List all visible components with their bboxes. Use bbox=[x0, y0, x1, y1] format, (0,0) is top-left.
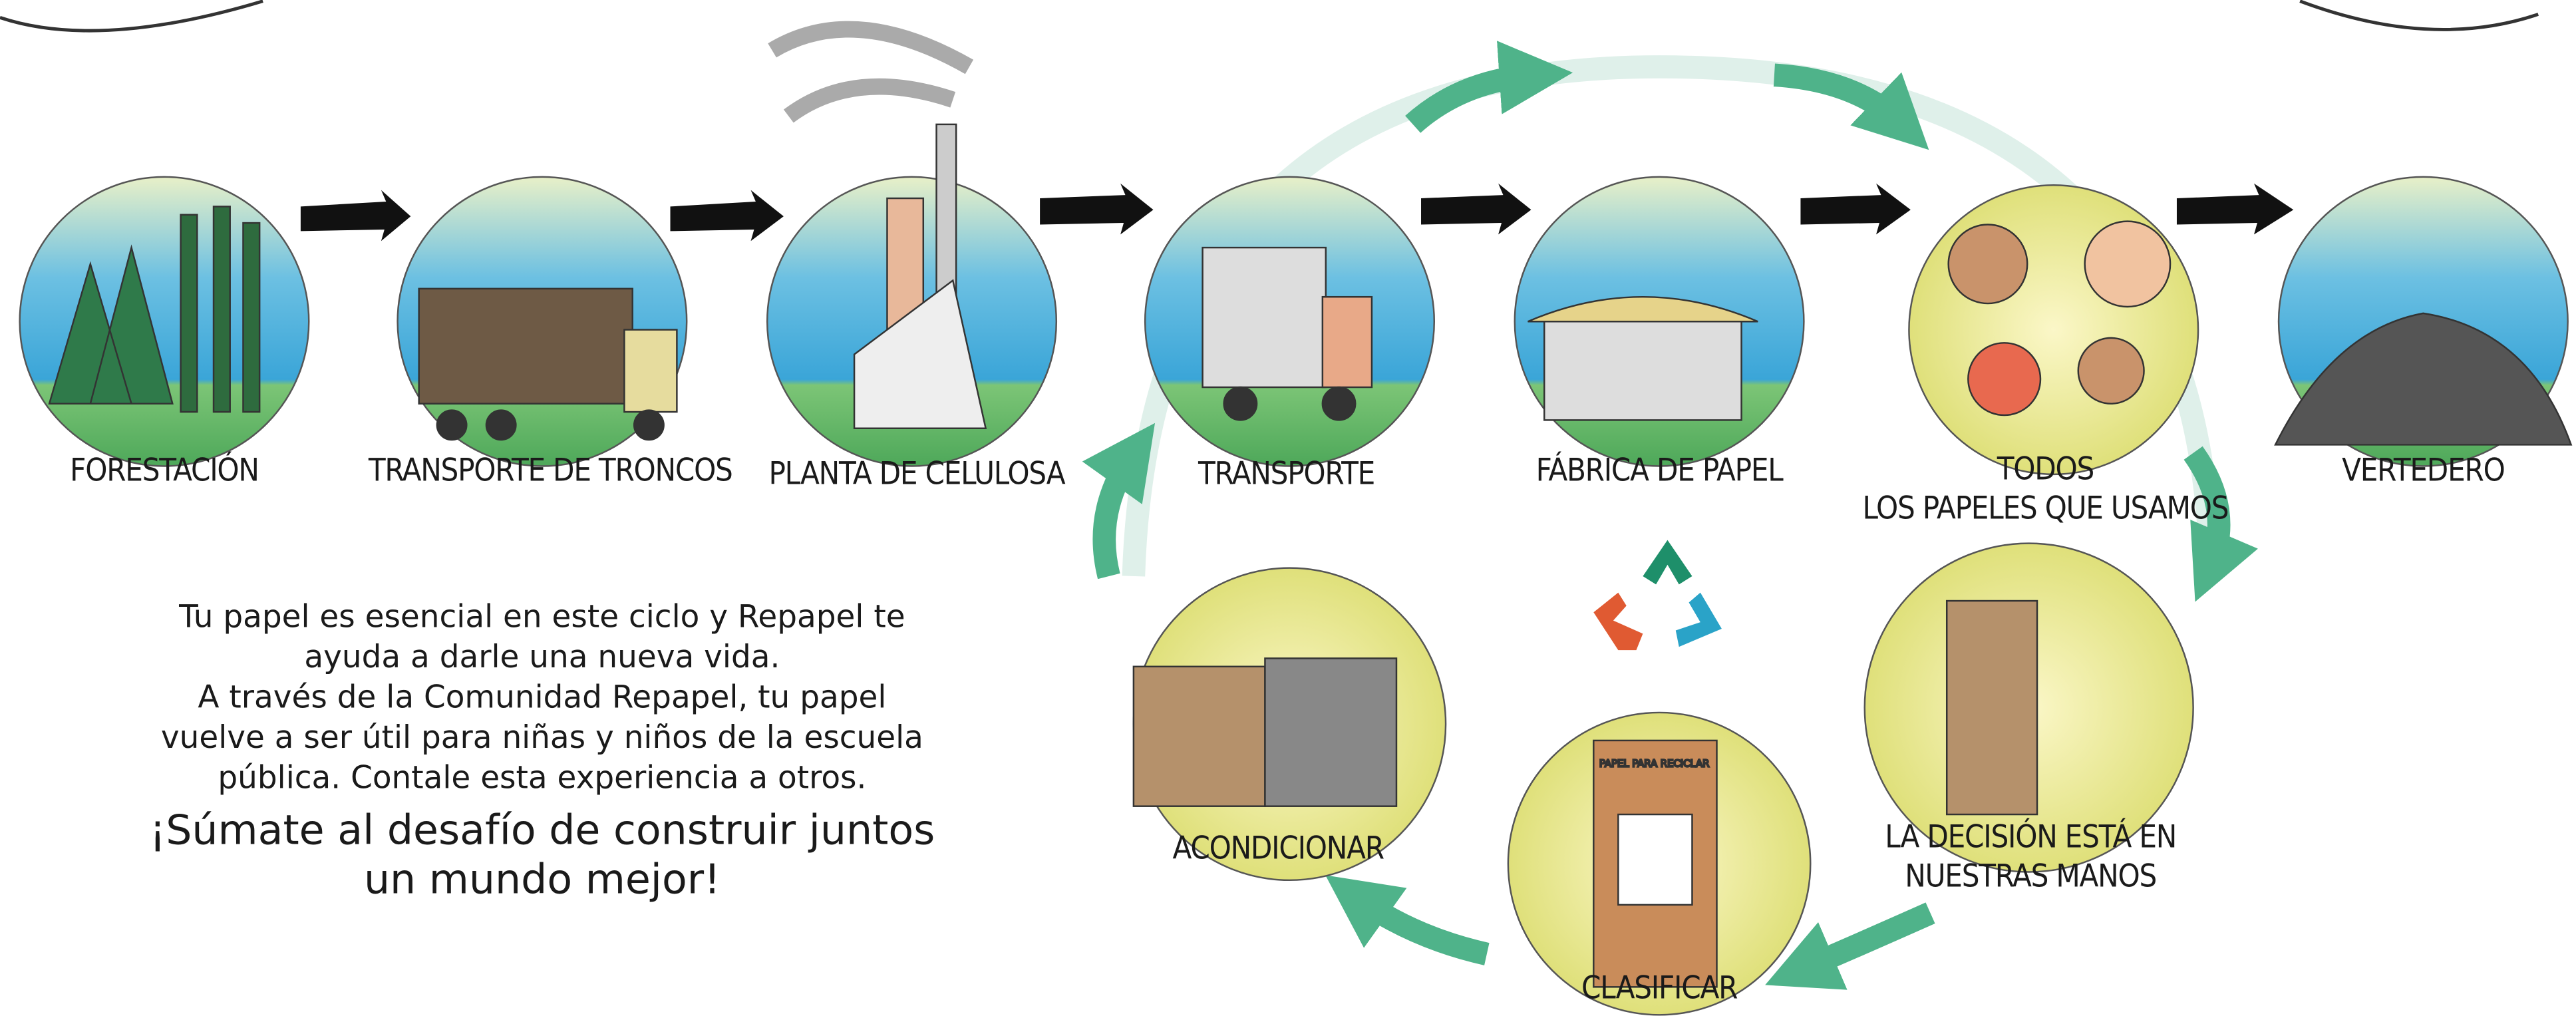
paragraph-line: Tu papel es esencial en este ciclo y Rep… bbox=[178, 599, 905, 635]
node-label: NUESTRAS MANOS bbox=[1905, 858, 2156, 895]
node-label: CLASIFICAR bbox=[1581, 970, 1738, 1007]
node-label: ACONDICIONAR bbox=[1173, 830, 1384, 867]
scroll bbox=[2300, 1, 2538, 30]
node-label: TODOS bbox=[1997, 450, 2094, 487]
scroll bbox=[0, 1, 263, 31]
node-label: LA DECISIÓN ESTÁ EN bbox=[1885, 818, 2176, 855]
node-label: VERTEDERO bbox=[2342, 452, 2504, 489]
paragraph-line: ayuda a darle una nueva vida. bbox=[304, 639, 780, 675]
node-label: TRANSPORTE DE TRONCOS bbox=[368, 452, 732, 489]
node-label: PLANTA DE CELULOSA bbox=[768, 456, 1065, 492]
bin-label: PAPEL PARA RECICLAR bbox=[1599, 758, 1710, 769]
node-label: FÁBRICA DE PAPEL bbox=[1536, 452, 1784, 489]
description: Tu papel es esencial en este ciclo y Rep… bbox=[149, 599, 935, 904]
page: {"nodes": [ {"lines": ["FORESTACIÓN"]}, … bbox=[0, 0, 2576, 1016]
recycle-icon bbox=[1593, 540, 1722, 650]
node-label: TRANSPORTE bbox=[1198, 456, 1374, 492]
slogan-line: ¡Súmate al desafío de construir juntos bbox=[149, 806, 935, 854]
infographic: PAPEL PARA RECICLAR FORESTACIÓN TRANSPORT… bbox=[0, 0, 2576, 1016]
paragraph-line: pública. Contale esta experiencia a otro… bbox=[218, 760, 866, 796]
slogan-line: un mundo mejor! bbox=[364, 856, 721, 904]
node-label: FORESTACIÓN bbox=[70, 452, 259, 489]
node-label: LOS PAPELES QUE USAMOS bbox=[1862, 490, 2228, 527]
paragraph-line: vuelve a ser útil para niñas y niños de … bbox=[161, 719, 923, 756]
paragraph-line: A través de la Comunidad Repapel, tu pap… bbox=[198, 679, 886, 716]
